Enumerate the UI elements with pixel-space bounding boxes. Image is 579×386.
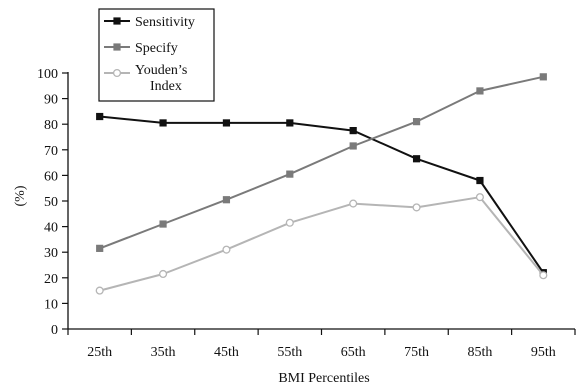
x-axis-ticks: 25th 35th 45th 55th 65th 75th 85th 95th xyxy=(67,329,576,360)
x-tick-label: 45th xyxy=(214,345,239,360)
data-point-sensitivity xyxy=(96,112,104,121)
y-tick-label: 20 xyxy=(44,272,58,287)
y-tick-label: 80 xyxy=(44,118,58,133)
series-line-specify xyxy=(99,75,544,250)
data-point-specify xyxy=(539,73,547,81)
data-point-sensitivity xyxy=(349,127,357,135)
legend-item-specify: Specify xyxy=(104,41,178,56)
y-tick-label: 0 xyxy=(51,323,58,338)
data-point-specify xyxy=(412,118,421,126)
series-specify xyxy=(96,73,547,252)
y-tick-label: 10 xyxy=(44,297,58,312)
series xyxy=(95,73,548,295)
x-axis-title: BMI Percentiles xyxy=(278,371,369,386)
data-point-specify xyxy=(159,220,167,228)
data-point-sensitivity xyxy=(476,176,484,185)
y-tick-label: 100 xyxy=(37,67,58,82)
data-point-specify xyxy=(286,170,294,178)
x-tick-label: 25th xyxy=(87,345,112,360)
y-tick-label: 30 xyxy=(44,246,58,261)
axes xyxy=(67,72,575,330)
y-tick-label: 90 xyxy=(44,93,58,108)
legend-marker-sensitivity xyxy=(113,17,121,25)
legend: Sensitivity Specify Youden’s Index xyxy=(98,8,215,102)
legend-label-youden-s-index: Youden’s Index xyxy=(135,63,187,94)
data-point-specify xyxy=(476,87,484,95)
legend-marker-youden-s-index xyxy=(112,68,122,78)
y-tick-label: 40 xyxy=(44,221,58,236)
x-tick-label: 65th xyxy=(341,345,366,360)
data-point-youden-s-index xyxy=(349,199,358,208)
y-tick-label: 60 xyxy=(44,169,58,184)
data-point-specify xyxy=(222,196,231,204)
x-tick-label: 35th xyxy=(151,345,176,360)
x-tick-label: 75th xyxy=(404,345,429,360)
series-sensitivity xyxy=(96,112,547,277)
data-point-sensitivity xyxy=(286,119,294,127)
data-point-youden-s-index xyxy=(222,245,231,254)
legend-marker-specify xyxy=(113,43,121,51)
data-point-sensitivity xyxy=(412,155,421,163)
data-point-specify xyxy=(96,244,104,252)
data-point-sensitivity xyxy=(222,119,231,127)
data-point-youden-s-index xyxy=(159,269,168,279)
x-tick-label: 95th xyxy=(531,345,556,360)
y-tick-label: 50 xyxy=(44,195,58,210)
series-line-youden-s-index xyxy=(99,196,545,292)
legend-item-sensitivity: Sensitivity xyxy=(104,15,195,30)
y-axis-ticks: 0 10 20 30 40 50 60 70 80 90 100 xyxy=(37,67,68,338)
legend-item-youden-s-index: Youden’s Index xyxy=(104,63,187,94)
y-tick-label: 70 xyxy=(44,144,58,159)
series-line-sensitivity xyxy=(99,115,545,274)
data-point-youden-s-index xyxy=(285,218,294,227)
data-point-youden-s-index xyxy=(95,286,104,295)
data-point-youden-s-index xyxy=(475,193,484,202)
y-axis-title: (%) xyxy=(13,185,28,206)
legend-label-sensitivity: Sensitivity xyxy=(135,15,195,30)
series-youden-s-index xyxy=(95,193,548,295)
legend-label-specify: Specify xyxy=(135,41,178,56)
data-point-youden-s-index xyxy=(539,271,548,280)
data-point-sensitivity xyxy=(159,119,167,127)
data-point-specify xyxy=(349,142,357,150)
x-tick-label: 55th xyxy=(277,345,302,360)
x-tick-label: 85th xyxy=(467,345,492,360)
data-point-youden-s-index xyxy=(412,203,421,212)
